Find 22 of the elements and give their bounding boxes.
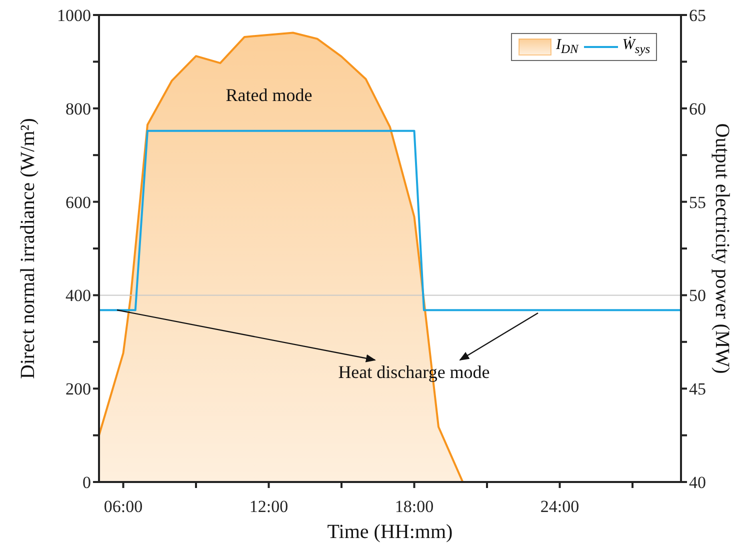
x-tick-label: 06:00 xyxy=(104,497,143,516)
y2-tick-label: 45 xyxy=(689,380,706,399)
x-axis-title: Time (HH:mm) xyxy=(327,521,453,543)
annotation: Rated mode xyxy=(226,85,312,105)
y2-axis-title: Output electricity power (MW) xyxy=(711,123,733,374)
y-tick-label: 0 xyxy=(82,473,91,492)
legend-label: Ẇ$_{sys}$ xyxy=(622,37,650,57)
y2-tick-label: 40 xyxy=(689,473,706,492)
x-tick-label: 18:00 xyxy=(394,497,434,516)
y-tick-label: 800 xyxy=(66,99,91,118)
y-tick-label: 600 xyxy=(66,192,91,212)
legend-label: I$_{DN}$ xyxy=(556,37,578,57)
y-tick-label: 1000 xyxy=(57,6,91,26)
y2-tick-label: 60 xyxy=(689,99,706,118)
y2-tick-label: 55 xyxy=(689,192,706,212)
y2-tick-label: 50 xyxy=(689,286,706,306)
y-axis-title: Direct normal irradiance (W/m²) xyxy=(17,118,39,379)
x-tick-label: 24:00 xyxy=(540,497,580,516)
y2-tick-label: 65 xyxy=(689,6,706,26)
y-tick-label: 200 xyxy=(66,380,91,399)
y-tick-label: 400 xyxy=(66,286,91,306)
x-tick-label: 12:00 xyxy=(249,497,288,516)
